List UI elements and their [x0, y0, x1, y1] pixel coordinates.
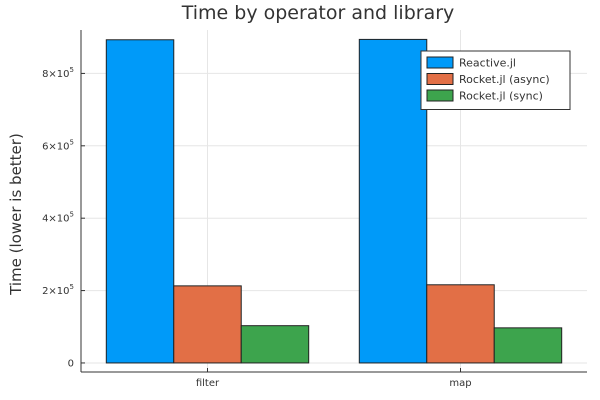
- x-tick-labels: filter map: [196, 378, 472, 389]
- y-tick-label: 8×105: [42, 66, 74, 80]
- legend-swatch: [426, 56, 454, 69]
- y-tick-label: 2×105: [42, 283, 74, 297]
- y-tick-exponent: 5: [70, 138, 74, 146]
- bars: [105, 38, 563, 364]
- legend-swatch: [426, 73, 454, 85]
- legend-label: Rocket.jl (async): [459, 73, 550, 86]
- bar-map-2: [493, 327, 563, 364]
- y-tick-mantissa: 2×10: [42, 286, 69, 297]
- bar-map-1: [426, 284, 495, 364]
- legend-swatch: [426, 89, 454, 102]
- y-tick-exponent: 5: [70, 283, 74, 291]
- y-tick-label: 0: [68, 358, 74, 369]
- y-tick-mantissa: 6×10: [42, 141, 69, 152]
- x-tick-label: map: [449, 378, 471, 389]
- x-tick-label: filter: [196, 378, 220, 389]
- axes: [80, 30, 587, 373]
- bar-filter-2: [240, 325, 310, 364]
- bar-filter-0: [105, 39, 175, 364]
- bar-filter-1: [173, 285, 242, 364]
- y-axis-label: Time (lower is better): [7, 133, 25, 296]
- legend-label: Reactive.jl: [459, 57, 516, 70]
- chart-title: Time by operator and library: [181, 2, 455, 24]
- y-tick-mantissa: 8×10: [42, 69, 69, 80]
- y-tick-mantissa: 4×10: [42, 214, 69, 225]
- y-tick-mantissa: 0: [68, 358, 74, 369]
- legend: Reactive.jl Rocket.jl (async) Rocket.jl (s…: [420, 50, 571, 110]
- y-tick-label: 4×105: [42, 211, 74, 225]
- y-tick-label: 6×105: [42, 138, 74, 152]
- y-tick-exponent: 5: [70, 66, 74, 74]
- y-tick-exponent: 5: [70, 211, 74, 219]
- bar-map-0: [358, 38, 428, 364]
- legend-label: Rocket.jl (sync): [459, 90, 543, 103]
